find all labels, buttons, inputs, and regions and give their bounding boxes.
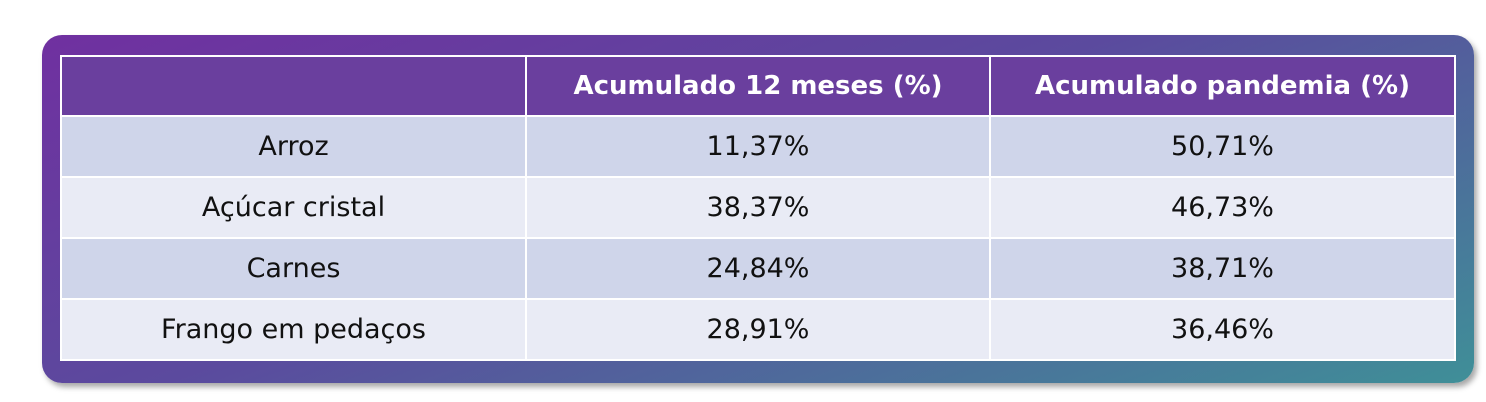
table-row: Carnes 24,84% 38,71% — [60, 237, 1456, 300]
table-head: Acumulado 12 meses (%) Acumulado pandemi… — [60, 55, 1456, 117]
table-body: Arroz 11,37% 50,71% Açúcar cristal 38,37% 46,… — [60, 115, 1456, 361]
value-cell: 38,71% — [989, 237, 1456, 300]
value-cell: 24,84% — [525, 237, 991, 300]
row-label: Carnes — [60, 237, 527, 300]
table-row: Frango em pedaços 28,91% 36,46% — [60, 298, 1456, 361]
row-label: Arroz — [60, 115, 527, 178]
row-label: Açúcar cristal — [60, 176, 527, 239]
value-cell: 11,37% — [525, 115, 991, 178]
table-row: Arroz 11,37% 50,71% — [60, 115, 1456, 178]
value-cell: 28,91% — [525, 298, 991, 361]
value-cell: 46,73% — [989, 176, 1456, 239]
header-row: Acumulado 12 meses (%) Acumulado pandemi… — [60, 55, 1456, 117]
data-table: Acumulado 12 meses (%) Acumulado pandemi… — [60, 55, 1456, 361]
header-cell: Acumulado 12 meses (%) — [525, 55, 991, 117]
header-corner — [60, 55, 527, 117]
value-cell: 50,71% — [989, 115, 1456, 178]
header-cell: Acumulado pandemia (%) — [989, 55, 1456, 117]
value-cell: 38,37% — [525, 176, 991, 239]
value-cell: 36,46% — [989, 298, 1456, 361]
table-row: Açúcar cristal 38,37% 46,73% — [60, 176, 1456, 239]
row-label: Frango em pedaços — [60, 298, 527, 361]
